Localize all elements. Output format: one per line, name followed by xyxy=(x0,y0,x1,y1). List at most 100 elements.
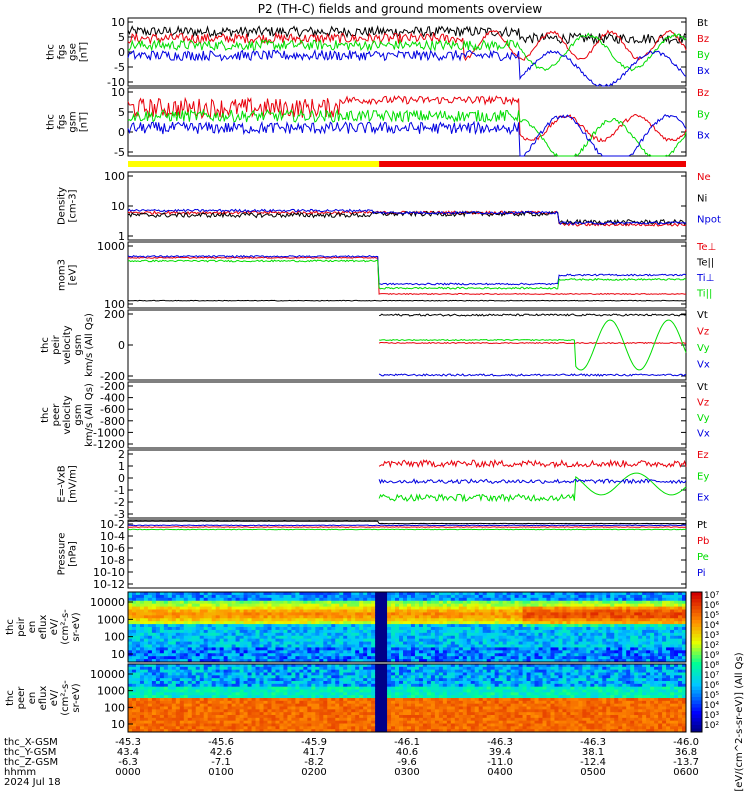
spec-cell xyxy=(331,632,336,637)
spec-cell xyxy=(418,624,424,628)
spec-cell xyxy=(542,624,547,628)
spec-cell xyxy=(323,695,328,699)
spec-cell xyxy=(343,656,348,660)
spec-cell xyxy=(422,592,428,596)
spec-cell xyxy=(351,606,356,610)
spec-cell xyxy=(275,709,280,713)
spec-cell xyxy=(323,726,328,730)
spec-cell xyxy=(426,603,432,607)
spec-cell xyxy=(139,597,145,602)
spec-cell xyxy=(426,659,432,663)
spec-cell xyxy=(311,603,316,607)
spec-cell xyxy=(462,629,468,634)
spec-cell xyxy=(518,635,523,640)
spec-cell xyxy=(187,621,193,625)
spec-cell xyxy=(658,592,663,596)
spec-cell xyxy=(179,653,185,657)
spec-cell xyxy=(311,703,316,707)
spec-cell xyxy=(395,627,400,631)
spec-cell xyxy=(215,717,221,722)
spec-cell xyxy=(235,664,240,668)
spec-cell xyxy=(530,647,535,651)
spec-cell xyxy=(243,672,248,676)
spec-cell xyxy=(311,615,316,619)
spec-cell xyxy=(267,706,272,710)
spec-cell xyxy=(654,627,659,631)
spec-cell xyxy=(179,678,185,682)
spec-cell xyxy=(187,600,193,605)
spec-cell xyxy=(562,627,567,631)
spec-cell xyxy=(359,681,364,685)
spec-cell xyxy=(307,603,312,607)
ytick-label: 0 xyxy=(118,472,125,485)
spec-cell xyxy=(175,675,181,679)
spec-cell xyxy=(534,624,539,628)
spec-cell xyxy=(187,692,193,696)
spec-cell xyxy=(339,692,344,696)
spec-cell xyxy=(211,675,217,679)
spec-cell xyxy=(131,681,137,685)
spec-cell xyxy=(199,717,205,722)
spec-cell xyxy=(662,635,667,640)
spec-cell xyxy=(355,647,360,651)
spec-cell xyxy=(279,597,284,602)
spec-cell xyxy=(335,666,340,671)
spec-cell xyxy=(407,624,412,628)
spec-cell xyxy=(319,686,324,690)
spec-cell xyxy=(175,683,181,688)
spec-cell xyxy=(155,715,161,719)
spec-cell xyxy=(299,621,304,625)
spec-cell xyxy=(355,666,360,671)
spec-cell xyxy=(674,597,679,602)
spec-cell xyxy=(128,618,133,622)
spec-cell xyxy=(474,656,480,660)
spec-cell xyxy=(163,669,169,673)
spec-cell xyxy=(347,618,352,622)
spec-cell xyxy=(355,603,360,607)
spec-cell xyxy=(287,664,292,668)
spec-cell xyxy=(143,666,149,671)
spec-cell xyxy=(558,632,563,637)
spec-cell xyxy=(682,592,687,596)
spec-cell xyxy=(566,653,571,657)
spec-cell xyxy=(658,656,663,660)
spec-cell xyxy=(183,603,189,607)
spec-cell xyxy=(187,632,193,637)
spec-cell xyxy=(203,700,209,705)
spec-cell xyxy=(502,612,508,616)
spec-cell xyxy=(379,638,384,642)
spec-cell xyxy=(179,618,185,622)
spec-cell xyxy=(602,656,607,660)
spec-cell xyxy=(339,706,344,710)
spec-cell xyxy=(195,689,201,693)
spec-cell xyxy=(251,632,256,637)
spec-cell xyxy=(319,675,324,679)
spec-cell xyxy=(387,597,392,602)
spec-cell xyxy=(135,666,141,671)
spec-cell xyxy=(403,627,408,631)
ytick-label: -600 xyxy=(100,403,125,416)
spec-cell xyxy=(155,700,161,705)
spec-cell xyxy=(307,678,312,682)
spec-cell xyxy=(151,709,157,713)
spec-cell xyxy=(279,717,284,722)
spec-cell xyxy=(606,618,611,622)
spec-cell xyxy=(231,638,237,642)
spec-cell xyxy=(251,700,256,705)
spec-cell xyxy=(678,627,683,631)
spec-cell xyxy=(359,700,364,705)
spec-cell xyxy=(343,726,348,730)
spec-cell xyxy=(355,717,360,722)
spec-cell xyxy=(235,689,240,693)
spec-cell xyxy=(247,672,252,676)
spec-cell xyxy=(446,606,452,610)
spec-cell xyxy=(646,632,651,637)
spec-cell xyxy=(359,698,364,702)
ytick-label: 10 xyxy=(111,86,125,99)
spec-cell xyxy=(490,615,496,619)
spec-cell xyxy=(247,597,252,602)
spec-cell xyxy=(618,603,623,607)
spec-cell xyxy=(618,647,623,651)
spec-cell xyxy=(251,717,256,722)
spec-cell xyxy=(335,650,340,654)
